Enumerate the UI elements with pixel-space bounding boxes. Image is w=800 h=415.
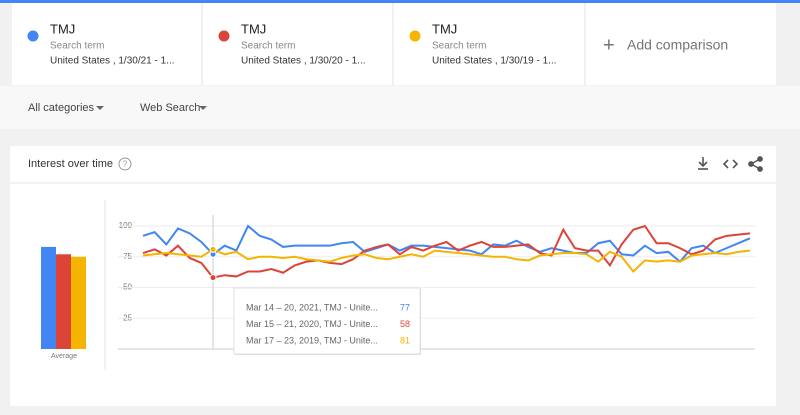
- tooltip-label: Mar 14 – 20, 2021, TMJ - Unite...: [246, 302, 378, 312]
- top-bar: [0, 0, 800, 3]
- search-term: TMJ: [241, 21, 266, 36]
- plus-icon: +: [603, 34, 615, 56]
- search-term: TMJ: [50, 21, 75, 36]
- icon-dot: [757, 166, 763, 172]
- hover-point: [209, 274, 217, 282]
- embed-icon[interactable]: [722, 159, 739, 169]
- term-kind: Search term: [432, 41, 486, 52]
- download-icon[interactable]: [698, 157, 708, 170]
- icon-stroke: [722, 159, 729, 169]
- help-icon[interactable]: ?: [118, 157, 132, 171]
- panel-title: Interest over time: [28, 158, 113, 170]
- icon-dot: [757, 156, 763, 162]
- average-label: Average: [51, 353, 77, 360]
- filter-bar: [0, 86, 800, 129]
- comparison-cards: TMJ Search term United States , 1/30/21 - …: [27, 21, 557, 67]
- comparison-bar: [12, 3, 776, 85]
- panel: [10, 146, 776, 406]
- tooltip-label: Mar 17 – 23, 2019, TMJ - Unite...: [246, 335, 378, 345]
- series-line: [142, 248, 751, 273]
- tooltip-value: 77: [400, 302, 410, 312]
- term-scope: United States , 1/30/20 - 1...: [241, 56, 366, 67]
- tooltip: [233, 287, 421, 355]
- series-dot: [218, 30, 230, 42]
- share-icon[interactable]: [748, 156, 763, 172]
- dropdown-arrow: [199, 106, 207, 110]
- tooltip-value: 81: [400, 335, 410, 345]
- help-glyph: ?: [123, 160, 128, 169]
- series-line: [142, 224, 751, 264]
- icon-stroke: [732, 159, 739, 169]
- filter[interactable]: All categories: [28, 102, 104, 114]
- series-dot: [27, 30, 39, 42]
- term-kind: Search term: [50, 41, 104, 52]
- hover-point: [209, 245, 217, 253]
- help-circle: [118, 157, 132, 171]
- add-comparison-label[interactable]: Add comparison: [627, 37, 728, 53]
- tooltip-label: Mar 15 – 21, 2020, TMJ - Unite...: [246, 319, 378, 329]
- add-comparison[interactable]: + Add comparison: [603, 34, 728, 56]
- series-dot: [409, 30, 421, 42]
- search-term: TMJ: [432, 21, 457, 36]
- term-kind: Search term: [241, 41, 295, 52]
- term-scope: United States , 1/30/21 - 1...: [50, 56, 175, 67]
- dropdown-arrow: [96, 106, 104, 110]
- series-line: [142, 224, 751, 279]
- term-scope: United States , 1/30/19 - 1...: [432, 56, 557, 67]
- icon-dot: [748, 161, 754, 167]
- filter[interactable]: Web Search: [140, 102, 207, 114]
- filter-label[interactable]: All categories: [28, 102, 95, 114]
- tooltip-value: 58: [400, 319, 410, 329]
- average-bar: [41, 246, 56, 349]
- filter-label[interactable]: Web Search: [140, 102, 200, 114]
- icon-stroke: [698, 161, 708, 168]
- average-bar: [56, 254, 71, 349]
- average-bar: [71, 256, 86, 349]
